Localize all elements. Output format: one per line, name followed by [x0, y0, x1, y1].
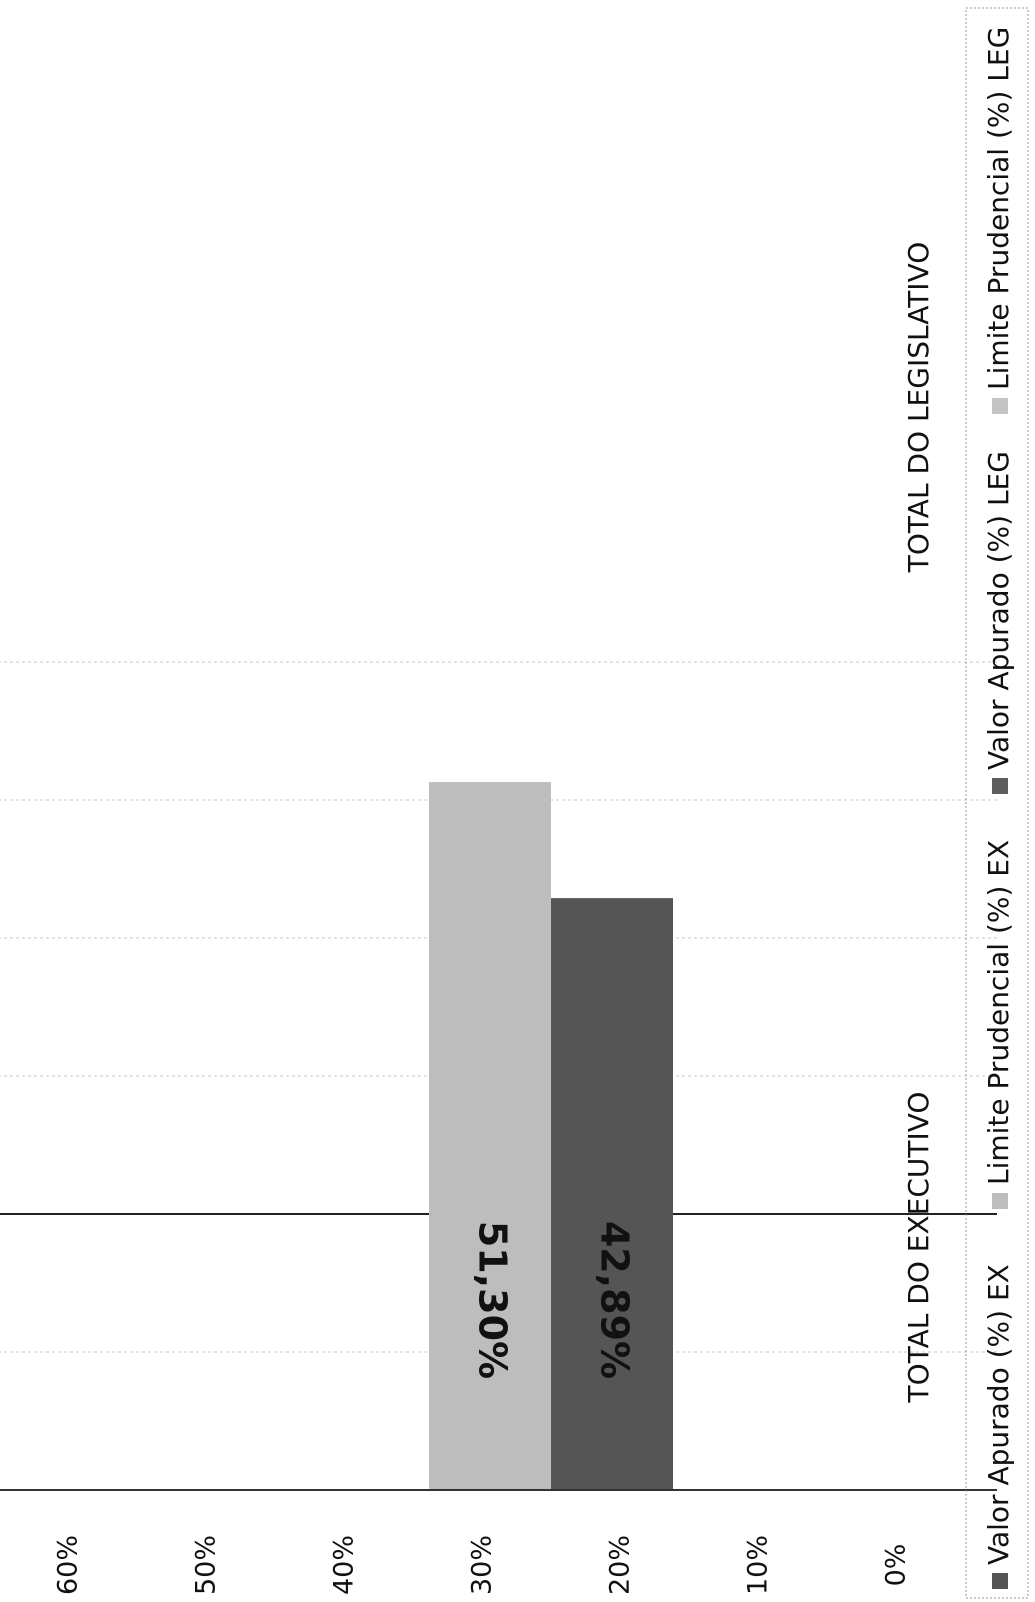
bar-valor-apurado-ex	[551, 898, 673, 1490]
category-labels: TOTAL DO EXECUTIVO TOTAL DO LEGISLATIVO	[902, 242, 935, 1404]
category-label: TOTAL DO EXECUTIVO	[902, 1092, 935, 1404]
y-tick-label: 10%	[743, 1535, 774, 1595]
legend-swatch	[992, 398, 1008, 414]
legend-box	[965, 7, 1029, 1599]
y-tick-label: 50%	[191, 1535, 222, 1595]
legend-swatch	[992, 778, 1008, 794]
bars	[429, 782, 673, 1490]
legend-swatch	[992, 1193, 1008, 1209]
legend-label: Valor Apurado (%) EX	[982, 1264, 1015, 1565]
data-label: 51,30%	[471, 1221, 515, 1379]
y-tick-labels: 0% 10% 20% 30% 40% 50% 60%	[53, 1535, 912, 1595]
data-label: 42,89%	[593, 1221, 637, 1379]
y-tick-label: 20%	[605, 1535, 636, 1595]
y-tick-label: 60%	[53, 1535, 84, 1595]
legend-label: Limite Prudencial (%) EX	[982, 840, 1015, 1185]
data-labels: 42,89%51,30%2,20 %5,70%	[471, 1221, 637, 1379]
bar-limite-prudencial-ex	[429, 782, 551, 1490]
legend-swatch	[992, 1573, 1008, 1589]
legend-label: Limite Prudencial (%) LEG	[982, 27, 1015, 390]
y-tick-label: 40%	[329, 1535, 360, 1595]
category-label: TOTAL DO LEGISLATIVO	[902, 242, 935, 574]
legend: Valor Apurado (%) EX Limite Prudencial (%…	[982, 27, 1015, 1589]
y-tick-label: 30%	[467, 1535, 498, 1595]
legend-label: Valor Apurado (%) LEG	[982, 451, 1015, 770]
y-tick-label: 0%	[881, 1544, 912, 1587]
